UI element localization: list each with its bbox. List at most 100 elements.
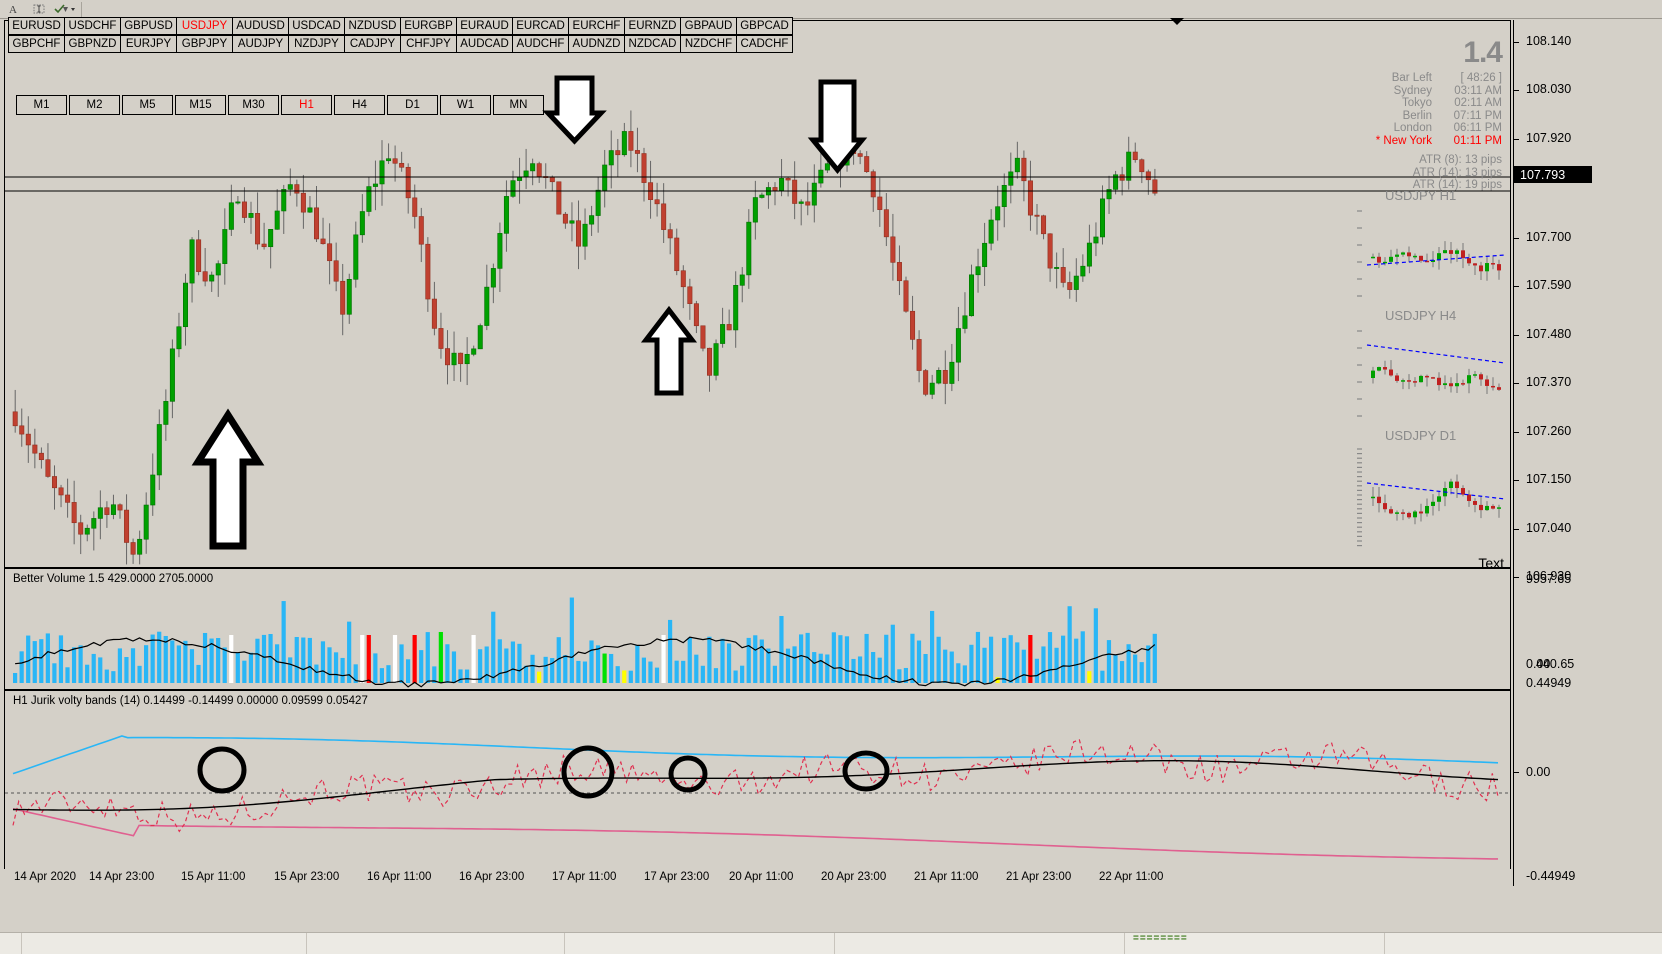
- symbol-row-1: EURUSD USDCHF GBPUSD USDJPY AUDUSD USDCAD NZDU…: [8, 17, 793, 35]
- symbol-button-audusd[interactable]: AUDUSD: [232, 17, 289, 35]
- symbol-button-panel: EURUSD USDCHF GBPUSD USDJPY AUDUSD USDCAD NZDU…: [8, 17, 793, 53]
- timeframe-button-m30[interactable]: M30: [228, 95, 279, 115]
- symbol-button-gbpaud[interactable]: GBPAUD: [680, 17, 737, 35]
- symbol-button-nzdchf[interactable]: NZDCHF: [680, 35, 737, 53]
- time-axis-label: 21 Apr 23:00: [1006, 871, 1072, 883]
- symbol-button-cadchf[interactable]: CADCHF: [736, 35, 793, 53]
- status-segment: [565, 932, 835, 954]
- axis-tick: [1514, 42, 1519, 43]
- price-axis-label: 108.030: [1526, 82, 1572, 96]
- timeframe-button-m15[interactable]: M15: [175, 95, 226, 115]
- session-times-table: Bar Left [ 48:26 ] Sydney 03:11 AM Tokyo…: [1362, 72, 1502, 147]
- time-axis: 14 Apr 2020 14 Apr 23:00 15 Apr 11:00 15 Ap…: [4, 869, 1511, 887]
- chart-scroll-marker-icon[interactable]: [1170, 18, 1184, 25]
- price-axis-label: 107.920: [1526, 131, 1572, 145]
- axis-tick: [1514, 286, 1519, 287]
- mini-chart-h4[interactable]: USDJPY H4: [1357, 308, 1507, 433]
- timeframe-button-h4[interactable]: H4: [334, 95, 385, 115]
- mini-chart-d1[interactable]: USDJPY D1: [1357, 428, 1507, 553]
- mini-chart-title: USDJPY H4: [1385, 308, 1457, 323]
- atr-panel: ATR (8): 13 pips ATR (14): 13 pips ATR (…: [1362, 154, 1502, 192]
- price-axis-label: 107.480: [1526, 327, 1572, 341]
- symbol-button-usdjpy[interactable]: USDJPY: [176, 17, 233, 35]
- jurik-axis-label: -0.44949: [1526, 869, 1576, 883]
- text-object-label: Text: [1478, 555, 1504, 569]
- symbol-row-2: GBPCHF GBPNZD EURJPY GBPJPY AUDJPY NZDJPY CADJ…: [8, 35, 793, 53]
- price-axis[interactable]: 108.140 108.030 107.920 107.700 107.590 107.4…: [1513, 20, 1662, 886]
- symbol-button-usdcad[interactable]: USDCAD: [288, 17, 345, 35]
- timeframe-button-d1[interactable]: D1: [387, 95, 438, 115]
- axis-tick: [1514, 480, 1519, 481]
- price-pane[interactable]: 1.4 Bar Left [ 48:26 ] Sydney 03:11 AM T…: [5, 36, 1510, 569]
- symbol-button-euraud[interactable]: EURAUD: [456, 17, 513, 35]
- spread-value: 1.4: [1463, 36, 1503, 69]
- connection-status[interactable]: ========: [1125, 932, 1385, 954]
- svg-text:A: A: [9, 4, 17, 15]
- symbol-button-audnzd[interactable]: AUDNZD: [568, 35, 625, 53]
- session-row: Berlin 07:11 PM: [1402, 109, 1502, 122]
- text-tool-icon[interactable]: A: [0, 1, 26, 18]
- axis-tick: [1514, 383, 1519, 384]
- status-bar: ========: [0, 932, 1662, 954]
- symbol-button-gbpjpy[interactable]: GBPJPY: [176, 35, 233, 53]
- symbol-button-eurchf[interactable]: EURCHF: [568, 17, 625, 35]
- symbol-button-chfjpy[interactable]: CHFJPY: [400, 35, 457, 53]
- price-axis-label: 107.700: [1526, 230, 1572, 244]
- symbol-button-cadjpy[interactable]: CADJPY: [344, 35, 401, 53]
- session-row: Sydney 03:11 AM: [1393, 84, 1502, 97]
- timeframe-button-m1[interactable]: M1: [16, 95, 67, 115]
- symbol-button-eurjpy[interactable]: EURJPY: [120, 35, 177, 53]
- time-axis-label: 14 Apr 2020: [14, 871, 77, 883]
- symbol-button-audcad[interactable]: AUDCAD: [456, 35, 513, 53]
- axis-tick: [1514, 90, 1519, 91]
- label-tool-icon[interactable]: [26, 1, 52, 18]
- axis-tick: [1514, 772, 1519, 773]
- axis-tick: [1514, 432, 1519, 433]
- axis-tick: [1514, 335, 1519, 336]
- time-axis-label: 17 Apr 11:00: [552, 871, 617, 883]
- session-row: London 06:11 PM: [1393, 122, 1502, 134]
- symbol-button-nzdusd[interactable]: NZDUSD: [344, 17, 401, 35]
- jurik-axis-label: 0.44949: [1526, 676, 1572, 690]
- volume-axis-label: 0.00: [1526, 657, 1551, 671]
- time-axis-label: 20 Apr 23:00: [821, 871, 887, 883]
- jurik-axis-label: 0.00: [1526, 765, 1551, 779]
- time-axis-label: 15 Apr 11:00: [181, 871, 246, 883]
- symbol-button-nzdcad[interactable]: NZDCAD: [624, 35, 681, 53]
- timeframe-button-w1[interactable]: W1: [440, 95, 491, 115]
- symbol-button-usdchf[interactable]: USDCHF: [64, 17, 121, 35]
- symbol-button-gbpchf[interactable]: GBPCHF: [8, 35, 65, 53]
- time-axis-label: 14 Apr 23:00: [89, 871, 155, 883]
- time-axis-label: 20 Apr 11:00: [729, 871, 794, 883]
- price-axis-label: 108.140: [1526, 34, 1572, 48]
- price-axis-label: 107.260: [1526, 424, 1572, 438]
- symbol-button-eurnzd[interactable]: EURNZD: [624, 17, 681, 35]
- timeframe-button-m2[interactable]: M2: [69, 95, 120, 115]
- time-axis-label: 21 Apr 11:00: [914, 871, 979, 883]
- timeframe-button-mn[interactable]: MN: [493, 95, 544, 115]
- symbol-button-nzdjpy[interactable]: NZDJPY: [288, 35, 345, 53]
- mini-chart-d1-canvas: [1357, 448, 1506, 547]
- symbol-button-gbpusd[interactable]: GBPUSD: [120, 17, 177, 35]
- symbol-button-audjpy[interactable]: AUDJPY: [232, 35, 289, 53]
- symbol-button-audchf[interactable]: AUDCHF: [512, 35, 569, 53]
- better-volume-pane[interactable]: Better Volume 1.5 429.0000 2705.0000: [5, 571, 1510, 691]
- mini-chart-title: USDJPY D1: [1385, 428, 1457, 443]
- symbol-button-eurcad[interactable]: EURCAD: [512, 17, 569, 35]
- symbol-button-eurusd[interactable]: EURUSD: [8, 17, 65, 35]
- session-row-newyork: * New York 01:11 PM: [1375, 134, 1502, 147]
- symbol-button-gbpcad[interactable]: GBPCAD: [736, 17, 793, 35]
- timeframe-button-h1[interactable]: H1: [281, 95, 332, 115]
- chart-window: ▼ USDJPY,H1 1.4 Bar Left [ 48:26 ]: [4, 20, 1511, 886]
- jurik-volty-chart: [5, 735, 1510, 860]
- status-segment: [835, 932, 1125, 954]
- atr-row: ATR (8): 13 pips: [1419, 154, 1502, 166]
- checkmark-dropdown-icon[interactable]: [52, 1, 78, 18]
- timeframe-button-m5[interactable]: M5: [122, 95, 173, 115]
- symbol-button-gbpnzd[interactable]: GBPNZD: [64, 35, 121, 53]
- time-axis-label: 22 Apr 11:00: [1099, 871, 1164, 883]
- jurik-volty-pane[interactable]: H1 Jurik volty bands (14) 0.14499 -0.144…: [5, 693, 1510, 885]
- symbol-button-eurgbp[interactable]: EURGBP: [400, 17, 457, 35]
- mini-chart-h1[interactable]: USDJPY H1: [1357, 188, 1507, 313]
